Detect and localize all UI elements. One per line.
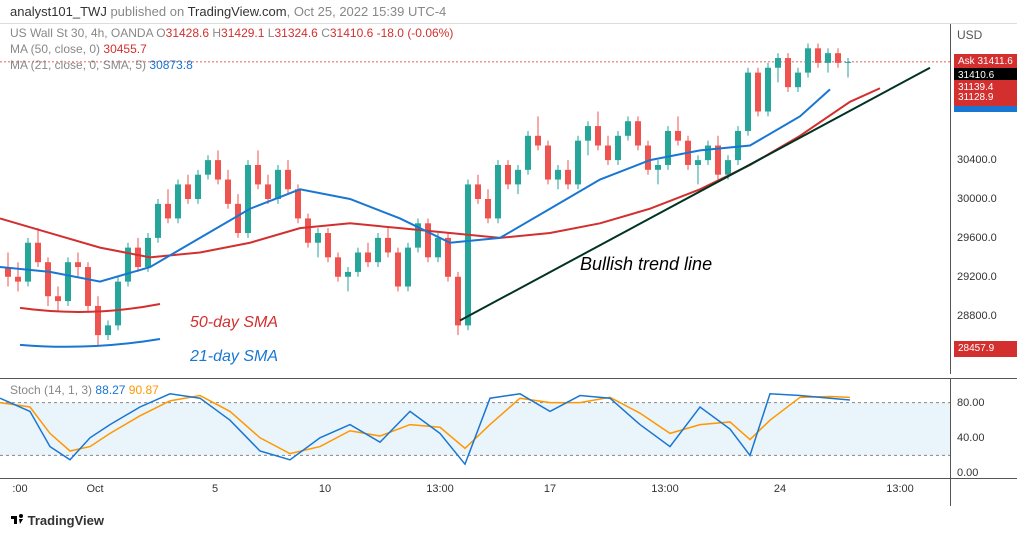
header: analyst101_TWJ published on TradingView.… — [0, 0, 1017, 24]
price-tag: 31128.9 — [954, 90, 1017, 106]
stoch-panel[interactable]: Stoch (14, 1, 3) 88.27 90.87 — [0, 378, 950, 478]
publisher: analyst101_TWJ — [10, 4, 107, 19]
watermark: TradingView — [10, 513, 104, 528]
site: TradingView.com — [188, 4, 287, 19]
y-axis-label: USD — [957, 28, 982, 42]
symbol-line: US Wall St 30, 4h, OANDA O31428.6 H31429… — [10, 26, 453, 40]
x-axis: :00Oct51013:001713:002413:00 — [0, 478, 950, 506]
timestamp: Oct 25, 2022 15:39 UTC-4 — [294, 4, 446, 19]
sma21-annotation: 21-day SMA — [190, 348, 278, 366]
ma50-line: MA (50, close, 0) 30455.7 — [10, 42, 453, 56]
ma21-line: MA (21, close, 0, SMA, 5) 30873.8 — [10, 58, 453, 72]
y-axis: USD 28800.029200.029600.030000.030400.0 … — [950, 24, 1017, 374]
stoch-label: Stoch (14, 1, 3) 88.27 90.87 — [10, 383, 159, 397]
tradingview-icon — [10, 513, 24, 527]
price-tag: 28457.9 — [954, 341, 1017, 357]
x-axis-corner — [950, 478, 1017, 506]
published-text: published on — [110, 4, 184, 19]
sma50-annotation: 50-day SMA — [190, 314, 278, 332]
main-chart[interactable] — [0, 24, 950, 374]
trend-annotation: Bullish trend line — [580, 254, 712, 275]
stoch-yaxis: 0.0040.0080.00 — [950, 378, 1017, 478]
